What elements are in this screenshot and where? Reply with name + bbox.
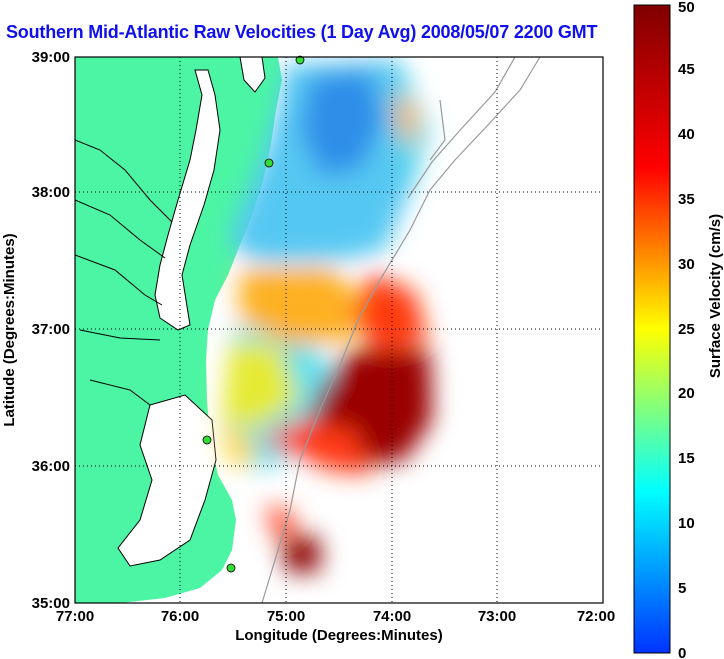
colorbar-label: Surface Velocity (cm/s) — [707, 214, 724, 378]
colorbar-tick-label: 20 — [678, 385, 695, 402]
y-axis-label: Latitude (Degrees:Minutes) — [1, 233, 18, 426]
y-tick-label: 37:00 — [32, 321, 70, 338]
x-tick-label: 75:00 — [267, 608, 305, 625]
river-potomac — [75, 139, 173, 406]
station-marker — [264, 158, 274, 168]
station-marker — [202, 435, 212, 445]
colorbar-tick-label: 35 — [678, 191, 695, 208]
pamlico-sound — [117, 394, 217, 567]
colorbar-tick-label: 0 — [678, 645, 686, 659]
x-axis-label: Longitude (Degrees:Minutes) — [235, 627, 443, 644]
x-tick-label: 72:00 — [577, 608, 615, 625]
y-axis-ticks: 39:00 38:00 37:00 36:00 35:00 — [32, 49, 70, 612]
x-tick-label: 77:00 — [56, 608, 94, 625]
y-tick-label: 38:00 — [32, 184, 70, 201]
x-tick-label: 73:00 — [478, 608, 516, 625]
chesapeake-bay — [154, 69, 221, 331]
x-tick-label: 76:00 — [161, 608, 199, 625]
colorbar-tick-label: 10 — [678, 515, 695, 532]
isobath-contours — [261, 57, 541, 603]
y-tick-label: 36:00 — [32, 458, 70, 475]
colorbar-tick-label: 30 — [678, 256, 695, 273]
colorbar-tick-label: 40 — [678, 126, 695, 143]
station-marker — [226, 563, 236, 573]
y-tick-label: 35:00 — [32, 595, 70, 612]
plot-frame — [74, 56, 604, 604]
colorbar — [633, 4, 671, 654]
colorbar-ticks: 0 5 10 15 20 25 30 35 40 45 50 — [678, 0, 695, 659]
map-title: Southern Mid-Atlantic Raw Velocities (1 … — [6, 22, 598, 42]
colorbar-tick-label: 45 — [678, 61, 695, 78]
x-tick-label: 74:00 — [373, 608, 411, 625]
station-marker — [295, 55, 305, 65]
grid-lines — [75, 57, 603, 603]
delaware-bay — [239, 57, 266, 93]
colorbar-tick-label: 25 — [678, 321, 695, 338]
colorbar-tick-label: 5 — [678, 580, 686, 597]
y-tick-label: 39:00 — [32, 49, 70, 66]
x-axis-ticks: 77:00 76:00 75:00 74:00 73:00 72:00 — [56, 608, 615, 625]
colorbar-tick-label: 15 — [678, 450, 695, 467]
colorbar-tick-label: 50 — [678, 0, 695, 16]
radar-stations — [202, 55, 305, 573]
